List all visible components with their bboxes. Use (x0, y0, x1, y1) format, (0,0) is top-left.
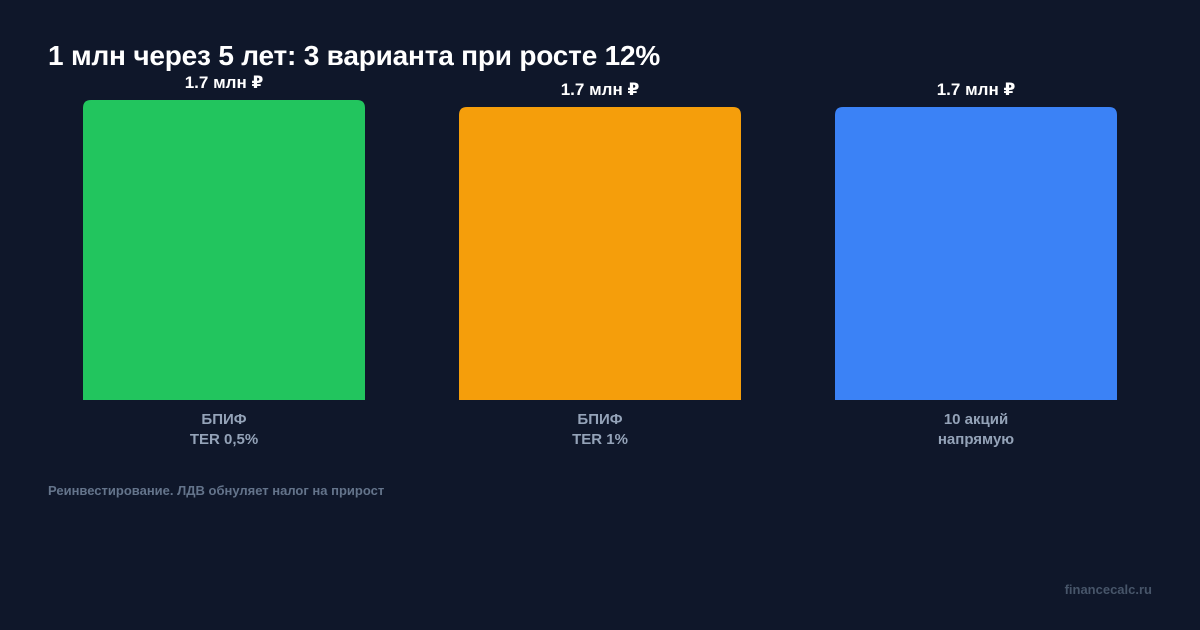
category-label-3-line-1: 10 акций (944, 411, 1008, 428)
category-label-2-line-1: БПИФ (577, 411, 622, 428)
bar-value-label-3: 1.7 млн ₽ (937, 80, 1016, 99)
bar-2 (459, 107, 741, 400)
category-label-3-line-2: напрямую (938, 431, 1014, 448)
category-label-1-line-2: TER 0,5% (190, 431, 258, 448)
bar-value-label-2: 1.7 млн ₽ (561, 80, 640, 99)
chart-title: 1 млн через 5 лет: 3 варианта при росте … (48, 40, 661, 71)
bar-chart-svg: 1.7 млн ₽ БПИФ TER 0,5% 1.7 млн ₽ БПИФ TER 1%… (83, 73, 1117, 448)
footnote: Реинвестирование. ЛДВ обнуляет налог на … (48, 483, 385, 498)
category-label-1-line-1: БПИФ (201, 411, 246, 428)
bar-value-label-1: 1.7 млн ₽ (185, 73, 264, 92)
bar-1 (83, 100, 365, 400)
bar-chart: 1.7 млн ₽ БПИФ TER 0,5% 1.7 млн ₽ БПИФ TER 1%… (83, 73, 1117, 448)
bar-3 (835, 107, 1117, 400)
category-label-2-line-2: TER 1% (572, 431, 628, 448)
brand-watermark: financecalc.ru (1064, 582, 1152, 597)
